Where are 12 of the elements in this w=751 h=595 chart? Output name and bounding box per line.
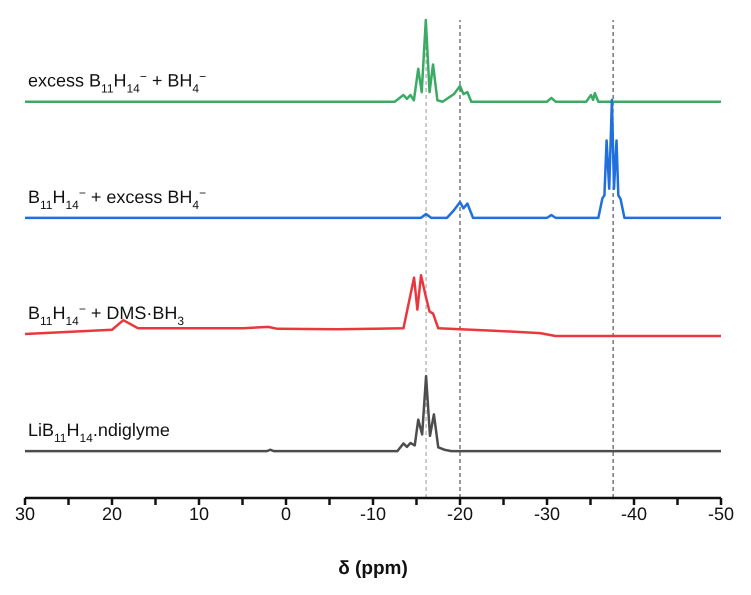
series-label: B$_{11}$H$_{14}$$^{−}$ + DMS·BH$_{3}$ [28, 302, 184, 328]
series-label: LiB$_{11}$H$_{14}$.ndiglyme [28, 420, 170, 446]
x-axis-title: δ (ppm) [338, 558, 408, 579]
x-tick-label: 0 [280, 504, 292, 524]
x-tick-label: -50 [708, 504, 734, 524]
x-tick-label: 30 [14, 504, 36, 524]
x-tick-label: -40 [620, 504, 648, 524]
x-tick-label: 10 [188, 504, 210, 524]
x-tick-label: -30 [534, 504, 560, 524]
x-tick-label: -20 [446, 504, 474, 524]
x-tick-label: -10 [360, 504, 386, 524]
x-tick-label: 20 [102, 504, 122, 524]
